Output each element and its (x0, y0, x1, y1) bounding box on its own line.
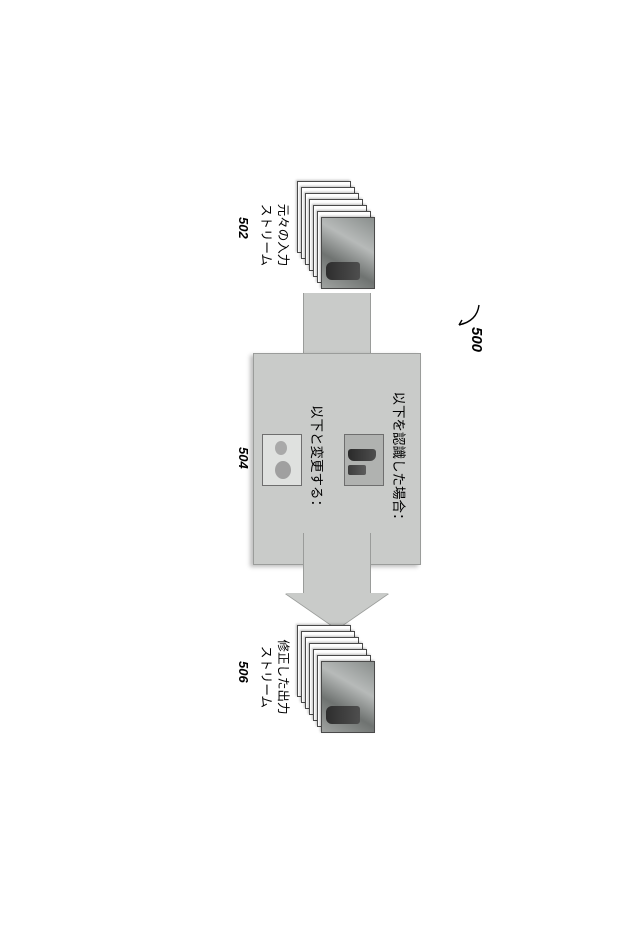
video-frame-top (321, 661, 375, 733)
input-stream-stack (297, 181, 375, 289)
arrow-body (303, 533, 371, 593)
figure-number: 500 (468, 327, 485, 352)
reference-numeral-right: 506 (236, 661, 251, 683)
reference-numeral-center: 504 (236, 447, 251, 469)
recognize-thumbnail (344, 434, 384, 486)
replace-label: 以下と変更する： (308, 354, 328, 564)
output-stream-caption: 修正した出力 ストリーム (257, 617, 291, 737)
patent-figure-page: 500 元々の入力 ストリーム 502 以下を認識した場合： 以下と変更する： (0, 0, 622, 929)
video-frame-top (321, 217, 375, 289)
arrow-head (285, 593, 389, 629)
caption-text: ストリーム (259, 203, 273, 265)
reference-numeral-left: 502 (236, 217, 251, 239)
replace-thumbnail (262, 434, 302, 486)
caption-text: 元々の入力 (276, 203, 290, 266)
figure-500: 500 元々の入力 ストリーム 502 以下を認識した場合： 以下と変更する： (171, 185, 451, 745)
flow-arrow-out (285, 533, 389, 627)
output-stream-stack (297, 625, 375, 733)
figure-leader-arc (455, 303, 481, 329)
arrow-body (303, 293, 371, 353)
input-stream-caption: 元々の入力 ストリーム (257, 175, 291, 295)
caption-text: ストリーム (259, 645, 273, 707)
caption-text: 修正した出力 (276, 639, 290, 714)
recognize-label: 以下を認識した場合： (390, 354, 410, 564)
